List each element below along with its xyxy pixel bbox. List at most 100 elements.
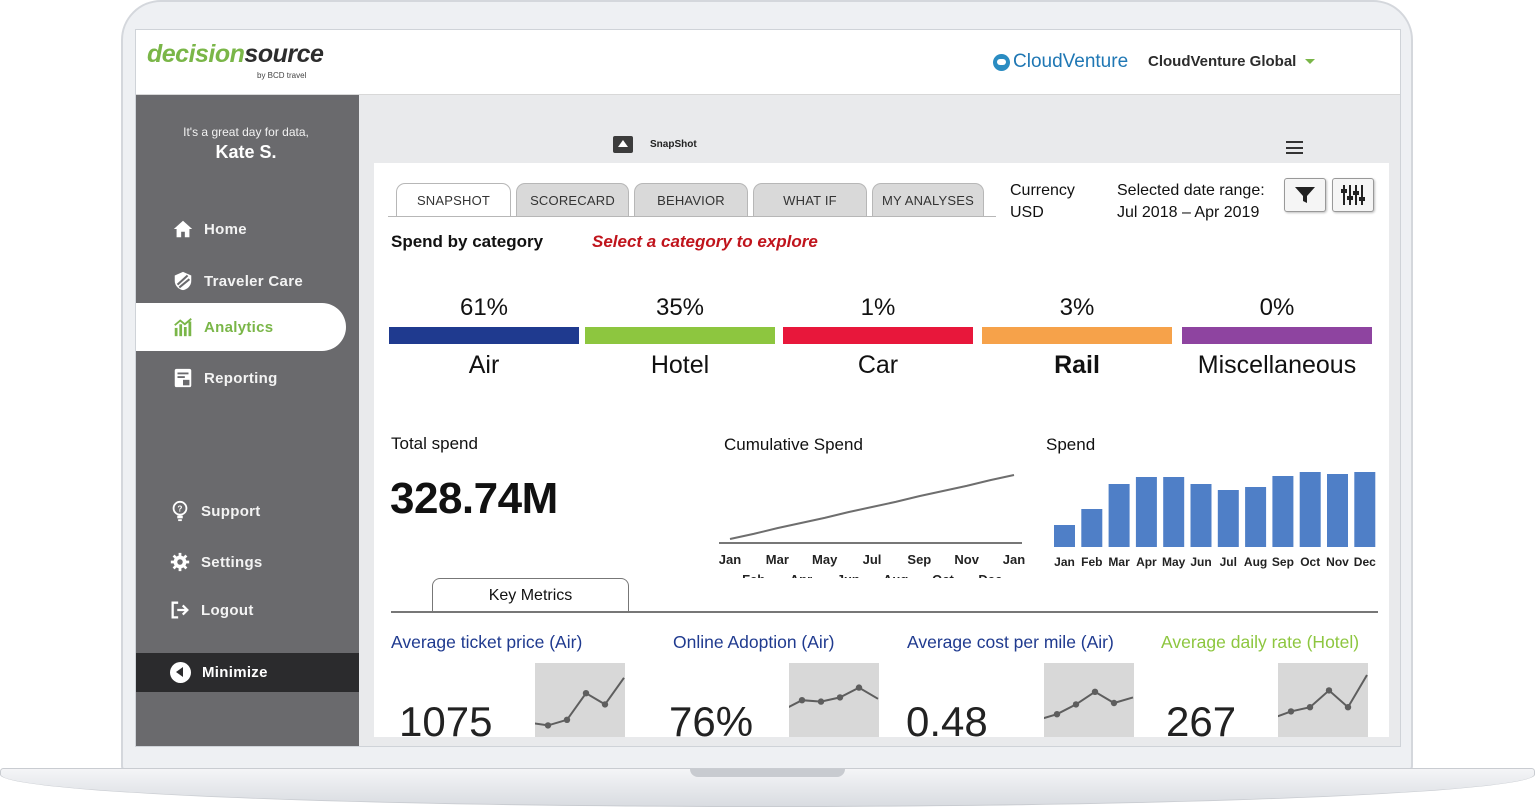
cumulative-spend-title: Cumulative Spend xyxy=(724,435,863,454)
bar-dec[interactable] xyxy=(1354,472,1376,547)
x-tick-label: Jan xyxy=(719,552,741,567)
category-label: Hotel xyxy=(650,351,710,379)
bar-apr[interactable] xyxy=(1135,477,1157,547)
sparkline-point xyxy=(544,722,552,729)
tab-my-analyses[interactable]: MY ANALYSES xyxy=(872,183,984,216)
tab-key-metrics[interactable]: Key Metrics xyxy=(432,578,629,612)
sparkline-point xyxy=(582,690,590,697)
date-range-display: Selected date range: Jul 2018 – Apr 2019 xyxy=(1117,180,1265,224)
svg-text:?: ? xyxy=(177,504,182,513)
logo-byline: by BCD travel xyxy=(257,71,307,80)
org-selector[interactable]: CloudVenture Global xyxy=(1148,53,1316,70)
category-air[interactable]: 61% Air xyxy=(389,290,579,380)
bar-jul[interactable] xyxy=(1217,490,1239,547)
minimize-label: Minimize xyxy=(202,664,268,681)
cloud-logo-icon xyxy=(993,53,1010,71)
sparkline-point xyxy=(1072,701,1080,708)
sparkline-point xyxy=(1325,687,1333,694)
sliders-icon xyxy=(1341,185,1365,205)
metric-title-avg-ticket: Average ticket price (Air) xyxy=(391,632,583,652)
sidebar-item-support[interactable]: ? Support xyxy=(136,487,346,535)
total-spend-value: 328.74M xyxy=(390,474,558,523)
logo-text-source: source xyxy=(244,40,324,68)
logo-text-decision: decision xyxy=(147,40,245,68)
tab-divider xyxy=(388,216,996,217)
metric-title-cost-per-mile: Average cost per mile (Air) xyxy=(907,632,1114,652)
category-hotel[interactable]: 35% Hotel xyxy=(585,290,775,380)
page-title-bar: SnapShot xyxy=(613,136,697,153)
category-percent: 1% xyxy=(860,294,896,321)
currency-value: USD xyxy=(1010,204,1044,221)
category-label: Rail xyxy=(1054,351,1100,379)
category-percent: 3% xyxy=(1059,294,1095,321)
sparkline-point xyxy=(1110,699,1118,707)
date-range-label: Selected date range: xyxy=(1117,182,1265,199)
decisionsource-logo[interactable]: decisionsource by BCD travel xyxy=(147,40,324,80)
bar-sep[interactable] xyxy=(1272,476,1294,547)
category-label: Car xyxy=(857,351,899,379)
sidebar-item-analytics[interactable]: Analytics xyxy=(136,303,346,351)
brand-name: CloudVenture xyxy=(1013,51,1129,72)
adjust-settings-button[interactable] xyxy=(1332,178,1374,212)
category-miscellaneous[interactable]: 0% Miscellaneous xyxy=(1182,290,1372,380)
sparkline-point xyxy=(855,684,863,691)
category-label: Miscellaneous xyxy=(1197,351,1357,379)
metric-value-avg-ticket: 1075 xyxy=(399,698,493,737)
sidebar-item-label: Reporting xyxy=(204,369,278,387)
user-name: Kate S. xyxy=(215,142,277,162)
sidebar-item-traveler-care[interactable]: Traveler Care xyxy=(136,257,346,305)
bar-oct[interactable] xyxy=(1299,472,1321,547)
sparkline-avg-ticket[interactable] xyxy=(535,663,625,737)
sparkline-point xyxy=(1344,704,1352,711)
x-tick-label: Dec xyxy=(1354,555,1376,569)
category-label: Air xyxy=(468,351,500,379)
sidebar-item-reporting[interactable]: Reporting xyxy=(136,354,346,402)
menu-icon[interactable] xyxy=(1286,141,1303,154)
sparkline-online-adoption[interactable] xyxy=(789,663,879,737)
main-content: SnapShot SNAPSHOT SCORECARD BEHAVIOR WHA… xyxy=(359,95,1400,746)
cumulative-spend-chart[interactable]: JanFebMarAprMayJunJulAugSepOctNovDecJan xyxy=(714,453,1034,578)
sidebar-item-label: Logout xyxy=(201,601,254,619)
x-tick-label: Aug xyxy=(1244,555,1267,569)
monthly-spend-chart[interactable]: Jan Feb Mar Apr May Jun Jul Aug Sep Oct Nov Dec xyxy=(1044,453,1379,578)
metric-value-online-adoption: 76% xyxy=(669,698,754,737)
category-car[interactable]: 1% Car xyxy=(783,290,973,380)
category-rail[interactable]: 3% Rail xyxy=(982,290,1172,380)
bar-mar[interactable] xyxy=(1108,484,1130,547)
sparkline-cost-per-mile[interactable] xyxy=(1044,663,1134,737)
sparkline-point xyxy=(817,698,825,705)
spend-by-category-title: Spend by category xyxy=(391,232,544,251)
tab-what-if[interactable]: WHAT IF xyxy=(753,183,867,216)
currency-label: Currency xyxy=(1010,182,1075,199)
shield-icon xyxy=(174,271,192,291)
minimize-button[interactable]: Minimize xyxy=(136,653,359,692)
x-tick-label: Feb xyxy=(742,572,765,578)
metric-title-daily-rate: Average daily rate (Hotel) xyxy=(1161,632,1360,652)
sidebar-item-home[interactable]: Home xyxy=(136,205,346,253)
cumulative-spend-line xyxy=(729,474,1015,540)
x-tick-label: Feb xyxy=(1081,555,1102,569)
date-range-value: Jul 2018 – Apr 2019 xyxy=(1117,204,1260,221)
sparkline-daily-rate[interactable] xyxy=(1278,663,1368,737)
bar-nov[interactable] xyxy=(1327,474,1348,547)
metric-value-cost-per-mile: 0.48 xyxy=(906,698,988,737)
tab-behavior[interactable]: BEHAVIOR xyxy=(634,183,748,216)
sparkline-point xyxy=(601,701,609,708)
tab-snapshot[interactable]: SNAPSHOT xyxy=(396,183,511,216)
lightbulb-icon: ? xyxy=(172,500,188,522)
x-tick-label: Sep xyxy=(907,552,931,567)
category-percent: 35% xyxy=(655,294,705,321)
bar-jan[interactable] xyxy=(1054,525,1075,547)
sidebar-item-settings[interactable]: Settings xyxy=(136,538,346,586)
bar-may[interactable] xyxy=(1163,477,1185,547)
x-tick-label: Nov xyxy=(954,552,979,567)
bar-jun[interactable] xyxy=(1190,484,1212,547)
metric-value-daily-rate: 267 xyxy=(1166,698,1237,737)
upload-folder-icon[interactable] xyxy=(613,136,633,153)
filter-button[interactable] xyxy=(1284,178,1326,212)
currency-display: Currency USD xyxy=(1010,180,1075,224)
sidebar-item-logout[interactable]: Logout xyxy=(136,586,346,634)
bar-feb[interactable] xyxy=(1081,509,1103,547)
bar-aug[interactable] xyxy=(1245,487,1267,547)
tab-scorecard[interactable]: SCORECARD xyxy=(516,183,629,216)
